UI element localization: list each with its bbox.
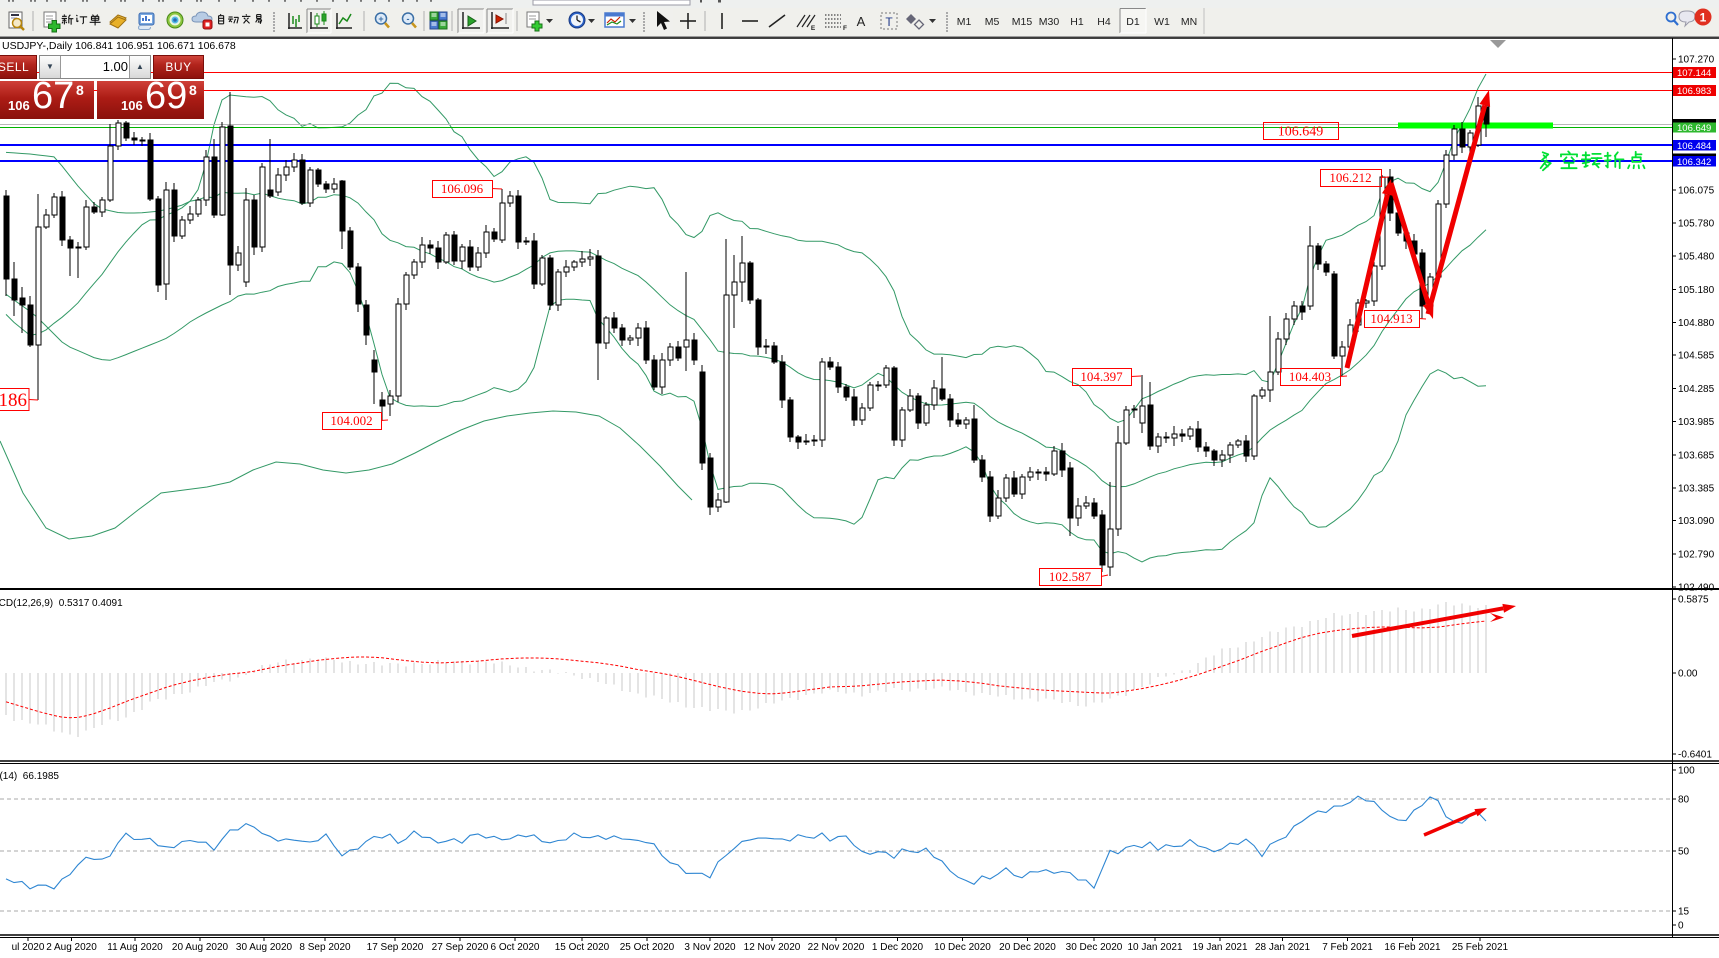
svg-text:22 Nov 2020: 22 Nov 2020 xyxy=(808,942,865,953)
svg-text:USDJPY-,Daily 106.841 106.951: USDJPY-,Daily 106.841 106.951 106.671 10… xyxy=(2,40,236,52)
svg-text:MN: MN xyxy=(1181,16,1197,28)
svg-text:7 Feb 2021: 7 Feb 2021 xyxy=(1322,942,1373,953)
svg-text:F: F xyxy=(843,25,847,32)
svg-text:SI(14) 66.1985: SI(14) 66.1985 xyxy=(0,771,59,782)
svg-text:0: 0 xyxy=(1678,921,1684,932)
svg-text:105.180: 105.180 xyxy=(1678,285,1715,296)
svg-text:H1: H1 xyxy=(1070,16,1084,28)
svg-text:30 Aug 2020: 30 Aug 2020 xyxy=(236,942,293,953)
svg-text:15: 15 xyxy=(1678,907,1690,918)
svg-text:10 Dec 2020: 10 Dec 2020 xyxy=(934,942,991,953)
svg-text:106.484: 106.484 xyxy=(1677,141,1711,152)
svg-text:11 Aug 2020: 11 Aug 2020 xyxy=(107,942,163,953)
svg-text:16 Feb 2021: 16 Feb 2021 xyxy=(1384,942,1441,953)
svg-text:ul 2020: ul 2020 xyxy=(12,942,45,953)
svg-text:19 Jan 2021: 19 Jan 2021 xyxy=(1192,942,1247,953)
svg-text:105.780: 105.780 xyxy=(1678,219,1715,230)
svg-text:10 Jan 2021: 10 Jan 2021 xyxy=(1127,942,1182,953)
svg-text:0.5875: 0.5875 xyxy=(1678,595,1709,606)
svg-text:104.397: 104.397 xyxy=(1080,369,1123,384)
svg-text:106.649: 106.649 xyxy=(1677,123,1711,134)
svg-text:W1: W1 xyxy=(1154,16,1170,28)
svg-text:17 Sep 2020: 17 Sep 2020 xyxy=(367,942,424,953)
svg-text:102.587: 102.587 xyxy=(1049,569,1092,584)
svg-text:M1: M1 xyxy=(957,16,972,28)
svg-text:M30: M30 xyxy=(1039,16,1060,28)
svg-text:100: 100 xyxy=(1678,766,1695,777)
svg-text:80: 80 xyxy=(1678,795,1690,806)
svg-text:M5: M5 xyxy=(985,16,1000,28)
svg-text:20 Dec 2020: 20 Dec 2020 xyxy=(999,942,1056,953)
svg-text:105.480: 105.480 xyxy=(1678,252,1715,263)
svg-text:0.00: 0.00 xyxy=(1678,669,1698,680)
svg-text:103.385: 103.385 xyxy=(1678,484,1715,495)
svg-text:20 Aug 2020: 20 Aug 2020 xyxy=(172,942,229,953)
svg-text:28 Jan 2021: 28 Jan 2021 xyxy=(1255,942,1310,953)
svg-text:15 Oct 2020: 15 Oct 2020 xyxy=(555,942,610,953)
svg-text:104.285: 104.285 xyxy=(1678,384,1715,395)
svg-text:+: + xyxy=(378,14,383,24)
svg-text:103.985: 103.985 xyxy=(1678,417,1715,428)
svg-text:H4: H4 xyxy=(1097,16,1111,28)
svg-text:A: A xyxy=(857,14,866,29)
svg-text:25 Oct 2020: 25 Oct 2020 xyxy=(620,942,675,953)
svg-text:3 Nov 2020: 3 Nov 2020 xyxy=(684,942,736,953)
svg-text:104.002: 104.002 xyxy=(330,413,372,428)
svg-text:103.090: 103.090 xyxy=(1678,516,1715,527)
svg-text:104.186: 104.186 xyxy=(0,390,27,411)
svg-text:106.212: 106.212 xyxy=(1329,170,1371,185)
svg-text:104.880: 104.880 xyxy=(1678,318,1715,329)
svg-text:1 Dec 2020: 1 Dec 2020 xyxy=(872,942,924,953)
svg-text:107.144: 107.144 xyxy=(1677,68,1711,79)
svg-text:6 Oct 2020: 6 Oct 2020 xyxy=(491,942,540,953)
svg-text:104.585: 104.585 xyxy=(1678,351,1715,362)
svg-text:27 Sep 2020: 27 Sep 2020 xyxy=(432,942,489,953)
svg-text:106.649: 106.649 xyxy=(1278,125,1324,140)
svg-text:104.913: 104.913 xyxy=(1370,311,1412,326)
svg-text:106.096: 106.096 xyxy=(441,181,484,196)
svg-text:ACD(12,26,9) 0.5317 0.4091: ACD(12,26,9) 0.5317 0.4091 xyxy=(0,598,123,609)
svg-text:50: 50 xyxy=(1678,847,1690,858)
svg-text:106.075: 106.075 xyxy=(1678,186,1715,197)
svg-text:102.790: 102.790 xyxy=(1678,550,1715,561)
svg-text:D1: D1 xyxy=(1126,16,1140,28)
svg-text:1: 1 xyxy=(1700,11,1707,25)
svg-text:-: - xyxy=(407,14,410,24)
svg-text:106.342: 106.342 xyxy=(1677,157,1711,168)
svg-text:M15: M15 xyxy=(1012,16,1033,28)
svg-text:12 Nov 2020: 12 Nov 2020 xyxy=(744,942,801,953)
svg-text:25 Feb 2021: 25 Feb 2021 xyxy=(1452,942,1509,953)
svg-text:8 Sep 2020: 8 Sep 2020 xyxy=(299,942,351,953)
svg-text:-0.6401: -0.6401 xyxy=(1678,750,1712,761)
svg-text:T: T xyxy=(885,15,893,29)
svg-text:30 Dec 2020: 30 Dec 2020 xyxy=(1066,942,1123,953)
svg-text:2 Aug 2020: 2 Aug 2020 xyxy=(46,942,97,953)
svg-text:104.403: 104.403 xyxy=(1289,369,1331,384)
svg-text:107.270: 107.270 xyxy=(1678,55,1715,66)
svg-text:103.685: 103.685 xyxy=(1678,451,1715,462)
svg-text:106.983: 106.983 xyxy=(1677,86,1711,97)
svg-text:E: E xyxy=(811,25,816,32)
